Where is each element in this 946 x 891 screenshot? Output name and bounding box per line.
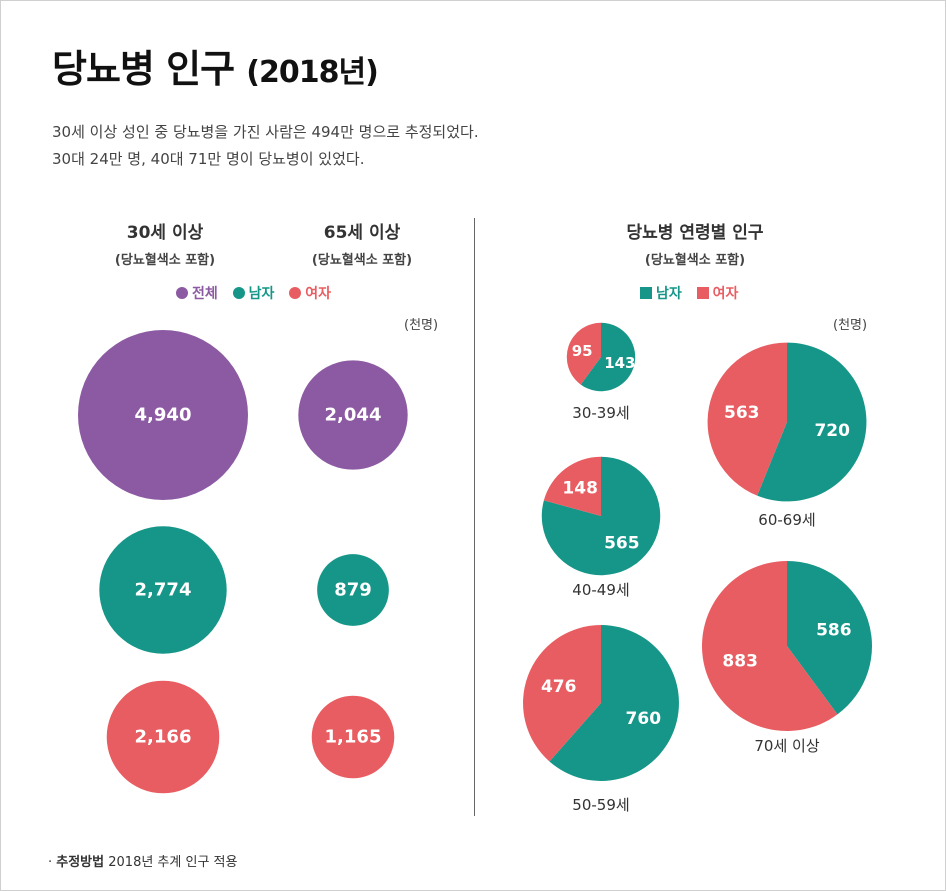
pie-4-age-label: 60-69세 [758, 511, 815, 529]
right-title: 당뇨병 연령별 인구 [626, 223, 764, 243]
footnote: · 추정방법 2018년 추계 인구 적용 [48, 855, 238, 870]
left-legend: 전체 남자 여자 [176, 283, 341, 303]
bubble-label-2-1: 2,044 [325, 405, 382, 426]
pie-4-male-label: 720 [814, 421, 850, 441]
pie-1-male-label: 143 [604, 354, 635, 372]
bubble-label-2-3: 1,165 [325, 727, 382, 748]
right-unit: (천명) [833, 318, 868, 333]
subtitle-line-1: 30세 이상 성인 중 당뇨병을 가진 사람은 494만 명으로 추정되었다. [52, 123, 479, 141]
pie-3-age-label: 50-59세 [572, 796, 629, 814]
pie-4-female [707, 342, 787, 496]
right-header: 당뇨병 연령별 인구 (당뇨혈색소 포함) [600, 218, 790, 268]
right-legend-item-male: 남자 [640, 283, 682, 303]
pie-1-male [580, 322, 636, 392]
legend-label-total: 전체 [192, 286, 218, 302]
legend-label-male: 남자 [248, 286, 275, 302]
pie-5-male [787, 561, 873, 715]
bubble-label-1-2: 2,774 [135, 580, 192, 601]
bubble-label-1-1: 4,940 [135, 405, 192, 426]
pie-4-female-label: 563 [724, 403, 760, 423]
legend-item-male: 남자 [232, 283, 275, 303]
right-legend-sq-female [696, 287, 709, 299]
right-note: (당뇨혈색소 포함) [644, 253, 746, 268]
pie-2-female-label: 148 [562, 479, 598, 499]
col2-note: (당뇨혈색소 포함) [311, 253, 413, 268]
pie-4-male [757, 342, 867, 502]
footnote-bold: 추정방법 [56, 855, 105, 870]
pie-2-male-label: 565 [604, 533, 640, 553]
bubble-2-1 [298, 360, 408, 470]
bubble-2-2 [317, 554, 389, 626]
bubble-2-3 [311, 695, 395, 779]
bubble-1-3 [106, 680, 220, 794]
pie-3-female [523, 625, 601, 762]
page-title: 당뇨병 인구 (2018년) [52, 38, 379, 93]
right-legend: 남자 여자 [640, 283, 748, 303]
legend-item-female: 여자 [289, 283, 331, 303]
pie-2-age-label: 40-49세 [572, 581, 629, 599]
pie-1-age-label: 30-39세 [572, 404, 629, 422]
bubble-1-1 [78, 330, 248, 500]
col1-header: 30세 이상 (당뇨혈색소 포함) [95, 218, 235, 268]
col1-title: 30세 이상 [126, 223, 204, 243]
left-unit: (천명) [404, 318, 439, 333]
footnote-text: 2018년 추계 인구 적용 [108, 855, 238, 870]
pie-2-female [543, 456, 601, 516]
col2-header: 65세 이상 (당뇨혈색소 포함) [287, 218, 437, 268]
right-legend-item-female: 여자 [696, 283, 739, 303]
right-legend-sq-male [640, 287, 652, 299]
bubble-label-2-2: 879 [334, 580, 372, 601]
legend-dot-male [232, 287, 245, 299]
col2-title: 65세 이상 [323, 223, 401, 243]
pie-5-female [702, 561, 838, 731]
pie-5-female-label: 883 [722, 651, 758, 671]
legend-label-female: 여자 [305, 286, 332, 302]
panel-divider [474, 218, 475, 816]
bubble-label-1-3: 2,166 [135, 727, 192, 748]
col1-note: (당뇨혈색소 포함) [114, 253, 216, 268]
pie-1-female-label: 95 [572, 342, 593, 360]
legend-item-total: 전체 [176, 283, 218, 303]
title-year: (2018년) [246, 55, 379, 90]
pie-1-female [566, 322, 601, 385]
bubble-1-2 [99, 526, 227, 654]
title-main: 당뇨병 인구 [52, 47, 235, 91]
pie-5-male-label: 586 [816, 621, 852, 641]
right-legend-label-female: 여자 [712, 286, 739, 302]
pie-3-female-label: 476 [541, 677, 577, 697]
subtitle-line-2: 30대 24만 명, 40대 71만 명이 당뇨병이 있었다. [52, 150, 365, 168]
right-legend-label-male: 남자 [656, 286, 682, 302]
pie-3-male-label: 760 [626, 709, 662, 729]
pie-3-male [549, 625, 679, 781]
pie-5-age-label: 70세 이상 [754, 737, 819, 755]
legend-dot-female [289, 287, 302, 299]
legend-dot-total [176, 287, 188, 299]
